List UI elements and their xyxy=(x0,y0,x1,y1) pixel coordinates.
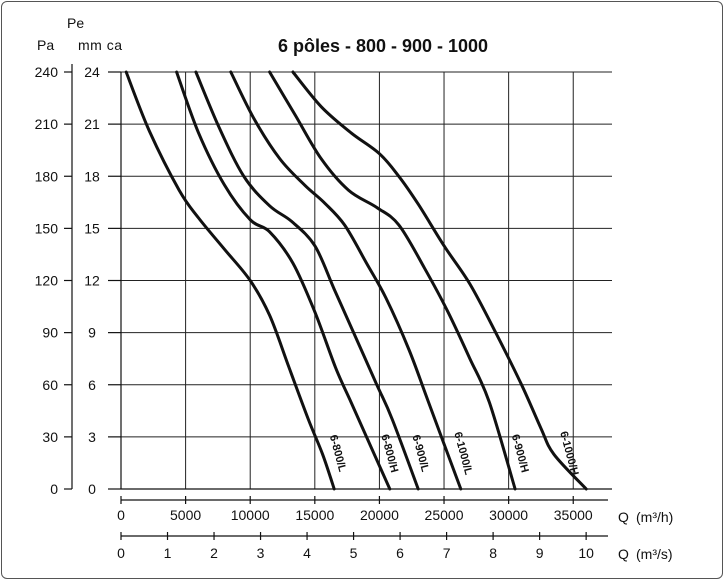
y-tick-label-mmca: 15 xyxy=(84,220,100,236)
x-tick-label-secondary: 2 xyxy=(210,545,218,561)
x-tick-label-secondary: 5 xyxy=(350,545,358,561)
x-tick-label-secondary: 9 xyxy=(536,545,544,561)
y-tick-label-pa: 30 xyxy=(42,429,58,445)
x-tick-label-primary: 25000 xyxy=(425,507,464,523)
x-tick-label-primary: 10000 xyxy=(231,507,270,523)
x-tick-label-primary: 5000 xyxy=(170,507,201,523)
y-tick-label-mmca: 9 xyxy=(88,325,96,341)
curve-6-900-h xyxy=(268,70,517,491)
y-tick-label-pa: 90 xyxy=(42,325,58,341)
x-tick-label-secondary: 3 xyxy=(257,545,265,561)
x-axis-primary-letter: Q xyxy=(618,509,629,525)
y-tick-label-mmca: 24 xyxy=(84,64,100,80)
x-tick-label-secondary: 4 xyxy=(303,545,311,561)
x-tick-label-primary: 20000 xyxy=(360,507,399,523)
left-axis-unit: Pa xyxy=(37,37,54,53)
x-tick-label-primary: 30000 xyxy=(489,507,528,523)
chart-title: 6 pôles - 800 - 900 - 1000 xyxy=(278,36,488,56)
y-tick-label-mmca: 12 xyxy=(84,273,100,289)
x-axis-secondary-letter: Q xyxy=(618,546,629,562)
y-tick-label-mmca: 18 xyxy=(84,168,100,184)
y-tick-label-pa: 120 xyxy=(35,273,59,289)
curve-6-1000-l xyxy=(229,70,463,491)
x-tick-label-secondary: 7 xyxy=(443,545,451,561)
x-tick-label-secondary: 1 xyxy=(164,545,172,561)
right-axis-name: Pe xyxy=(67,15,84,31)
curve-6-900-l xyxy=(194,70,420,491)
curve-label-6-900-h: 6-900/H xyxy=(509,433,531,474)
x-tick-labels: 0 5000 10000 15000 20000 25000 30000 35000 0 1 2 3 4… xyxy=(117,496,608,561)
y-tick-label-pa: 150 xyxy=(35,220,59,236)
y-tick-label-mmca: 3 xyxy=(88,429,96,445)
y-tick-labels: 0 30 60 90 120 150 180 210 240 0 3 6 9 12 15 18 21 24 xyxy=(35,64,121,497)
x-axis-secondary-unit: (m³/s) xyxy=(636,546,673,562)
y-tick-label-pa: 240 xyxy=(35,64,59,80)
curve-6-1000-h xyxy=(291,70,588,491)
y-tick-label-mmca: 21 xyxy=(84,116,100,132)
curve-6-800-h xyxy=(175,70,392,491)
x-axis-primary-label: Q (m³/h) xyxy=(618,509,673,525)
x-tick-label-primary: 35000 xyxy=(554,507,593,523)
x-axis-primary-unit: (m³/h) xyxy=(636,509,673,525)
right-axis-unit: mm ca xyxy=(78,37,123,53)
y-tick-label-pa: 60 xyxy=(42,377,58,393)
y-tick-label-mmca: 6 xyxy=(88,377,96,393)
x-tick-label-primary: 15000 xyxy=(295,507,334,523)
x-tick-label-primary: 0 xyxy=(117,507,125,523)
x-tick-label-secondary: 8 xyxy=(489,545,497,561)
curve-label-6-900-l: 6-900/L xyxy=(410,434,431,474)
x-tick-label-secondary: 0 xyxy=(117,545,125,561)
y-tick-label-pa: 180 xyxy=(35,168,59,184)
y-tick-label-pa: 0 xyxy=(50,481,58,497)
y-tick-label-pa: 210 xyxy=(35,116,59,132)
curve-6-800-l xyxy=(124,70,336,491)
grid-layer xyxy=(120,71,612,490)
x-tick-label-secondary: 6 xyxy=(396,545,404,561)
y-tick-label-mmca: 0 xyxy=(88,481,96,497)
curve-label-6-800-l: 6-800/L xyxy=(327,434,348,474)
x-tick-label-secondary: 10 xyxy=(578,545,594,561)
x-axis-secondary-label: Q (m³/s) xyxy=(618,546,673,562)
